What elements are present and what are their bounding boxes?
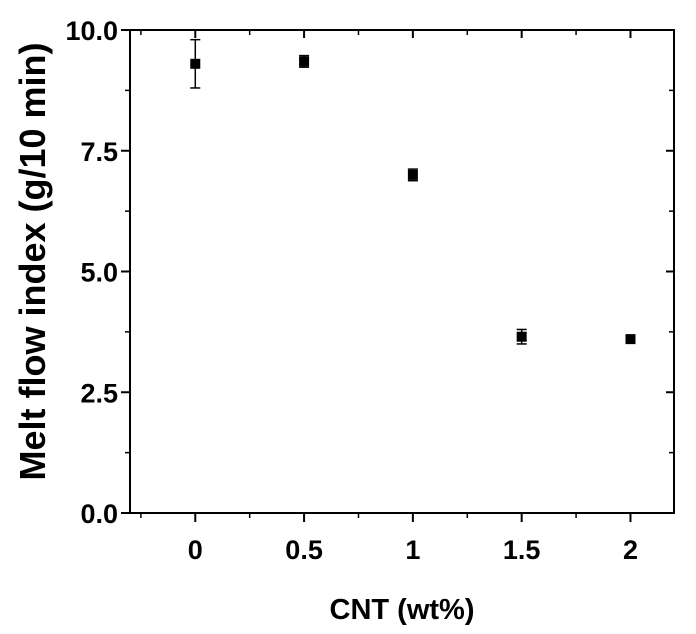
data-point	[299, 56, 310, 67]
y-tick-label: 5.0	[80, 258, 118, 288]
x-tick-label: 1	[405, 535, 420, 565]
data-point	[625, 334, 636, 345]
y-axis-title: Melt flow index (g/10 min)	[12, 42, 53, 480]
x-axis: 0 0.5 1 1.5 2	[140, 30, 638, 565]
x-axis-title: CNT (wt%)	[330, 594, 475, 626]
data-point	[190, 58, 201, 69]
y-tick-label: 2.5	[80, 378, 118, 408]
x-tick-label: 0.5	[285, 535, 323, 565]
x-tick-label: 1.5	[503, 535, 541, 565]
data-point	[516, 331, 527, 342]
data-point	[407, 169, 418, 180]
y-tick-label: 0.0	[80, 499, 118, 529]
y-tick-label: 10.0	[65, 16, 118, 46]
y-axis: 0.0 2.5 5.0 7.5 10.0	[65, 16, 674, 529]
data-series	[190, 38, 636, 345]
plot-border	[129, 29, 675, 514]
plot-frame	[129, 29, 675, 514]
x-tick-label: 0	[188, 535, 203, 565]
y-tick-label: 7.5	[80, 137, 118, 167]
x-tick-label: 2	[623, 535, 638, 565]
